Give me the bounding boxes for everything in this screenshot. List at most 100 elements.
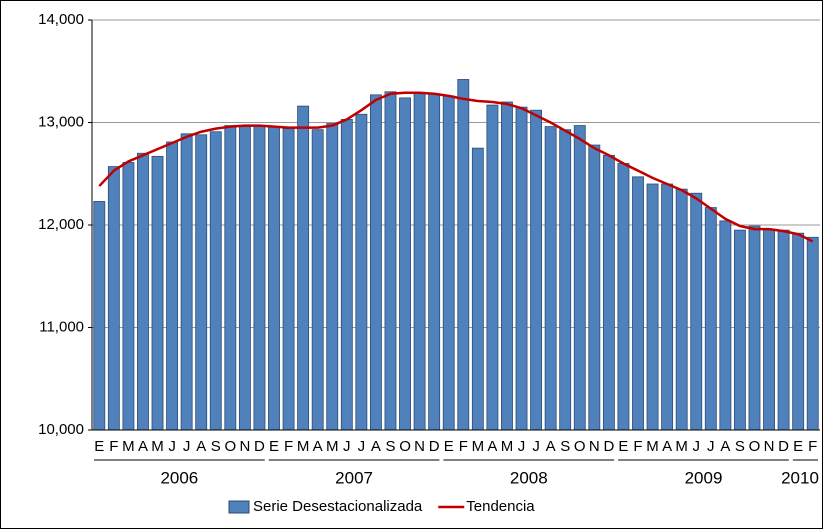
x-tick-label: F — [808, 438, 817, 455]
bar — [617, 163, 630, 431]
x-tick-label: M — [122, 438, 135, 455]
x-tick-label: N — [239, 438, 250, 455]
x-tick-label: S — [735, 438, 745, 455]
bar — [355, 113, 368, 431]
x-tick-label: E — [269, 438, 279, 455]
x-tick-label: J — [532, 438, 540, 455]
bar — [180, 133, 193, 431]
y-tick-label: 12,000 — [38, 216, 84, 233]
x-tick-label: A — [196, 438, 206, 455]
y-tick-label: 13,000 — [38, 113, 84, 130]
x-tick-label: J — [692, 438, 700, 455]
bar — [282, 128, 295, 431]
trend-line — [98, 91, 814, 243]
x-tick-label: M — [501, 438, 514, 455]
x-tick-label: S — [385, 438, 395, 455]
x-tick-label: S — [211, 438, 221, 455]
x-tick-label: N — [589, 438, 600, 455]
x-tick-label: J — [343, 438, 351, 455]
x-tick-label: E — [444, 438, 454, 455]
x-tick-label: J — [168, 438, 176, 455]
bar — [253, 126, 266, 431]
x-tick-label: M — [675, 438, 688, 455]
x-tick-label: O — [749, 438, 761, 455]
x-tick-label: A — [487, 438, 497, 455]
x-tick-label: A — [371, 438, 381, 455]
bar — [195, 134, 208, 431]
bar — [486, 104, 499, 431]
bar — [166, 141, 179, 431]
x-tick-label: A — [313, 438, 323, 455]
bar — [559, 129, 572, 431]
x-tick-label: M — [326, 438, 339, 455]
bar — [122, 162, 135, 431]
x-tick-label: M — [297, 438, 310, 455]
x-tick-label: D — [429, 438, 440, 455]
bar — [632, 176, 644, 431]
x-tick-label: E — [793, 438, 803, 455]
x-tick-label: J — [358, 438, 366, 455]
x-tick-label: M — [646, 438, 659, 455]
legend-swatch — [228, 500, 250, 514]
bar — [471, 147, 484, 431]
year-label: 2006 — [160, 468, 198, 487]
bar — [573, 125, 586, 431]
bar — [384, 91, 397, 431]
bar — [238, 126, 251, 431]
bar — [224, 125, 237, 431]
x-tick-label: A — [662, 438, 672, 455]
bar — [340, 119, 353, 431]
bar — [369, 94, 382, 431]
bar — [646, 183, 659, 431]
bar — [806, 236, 819, 431]
bar — [442, 95, 455, 431]
bar — [268, 126, 280, 431]
x-tick-label: F — [284, 438, 293, 455]
year-label: 2007 — [335, 468, 373, 487]
x-tick-label: D — [603, 438, 614, 455]
x-tick-label: M — [472, 438, 485, 455]
bar — [777, 229, 790, 431]
bar — [151, 155, 164, 431]
bar — [297, 105, 310, 431]
bar — [311, 129, 324, 431]
x-tick-label: A — [138, 438, 148, 455]
bar — [93, 201, 106, 431]
bar — [457, 79, 470, 431]
bar — [326, 123, 339, 431]
bar — [413, 92, 426, 431]
bar — [690, 192, 703, 431]
bar — [675, 188, 688, 431]
bar — [602, 154, 615, 431]
x-tick-label: D — [254, 438, 265, 455]
x-tick-label: O — [574, 438, 586, 455]
y-tick-label: 11,000 — [39, 318, 84, 335]
x-tick-label: J — [518, 438, 526, 455]
y-tick-label: 10,000 — [38, 421, 84, 438]
x-tick-label: D — [778, 438, 789, 455]
bar — [544, 126, 557, 431]
x-tick-label: J — [707, 438, 715, 455]
bar — [137, 152, 149, 431]
y-tick-label: 14,000 — [38, 11, 84, 28]
x-tick-label: E — [618, 438, 628, 455]
bar — [733, 229, 746, 431]
x-tick-label: S — [560, 438, 570, 455]
x-tick-label: M — [151, 438, 164, 455]
year-label: 2008 — [510, 468, 548, 487]
bar — [763, 228, 775, 431]
x-tick-label: J — [183, 438, 191, 455]
x-tick-label: O — [399, 438, 411, 455]
x-tick-label: A — [546, 438, 556, 455]
bar — [588, 144, 601, 431]
x-tick-label: N — [764, 438, 775, 455]
x-tick-label: O — [224, 438, 236, 455]
year-label: 2010 — [781, 468, 819, 487]
year-label: 2009 — [685, 468, 723, 487]
x-tick-label: A — [720, 438, 730, 455]
bar — [515, 106, 528, 431]
legend-label: Serie Desestacionalizada — [253, 498, 423, 515]
legend-label: Tendencia — [466, 498, 535, 515]
bar — [719, 220, 732, 431]
